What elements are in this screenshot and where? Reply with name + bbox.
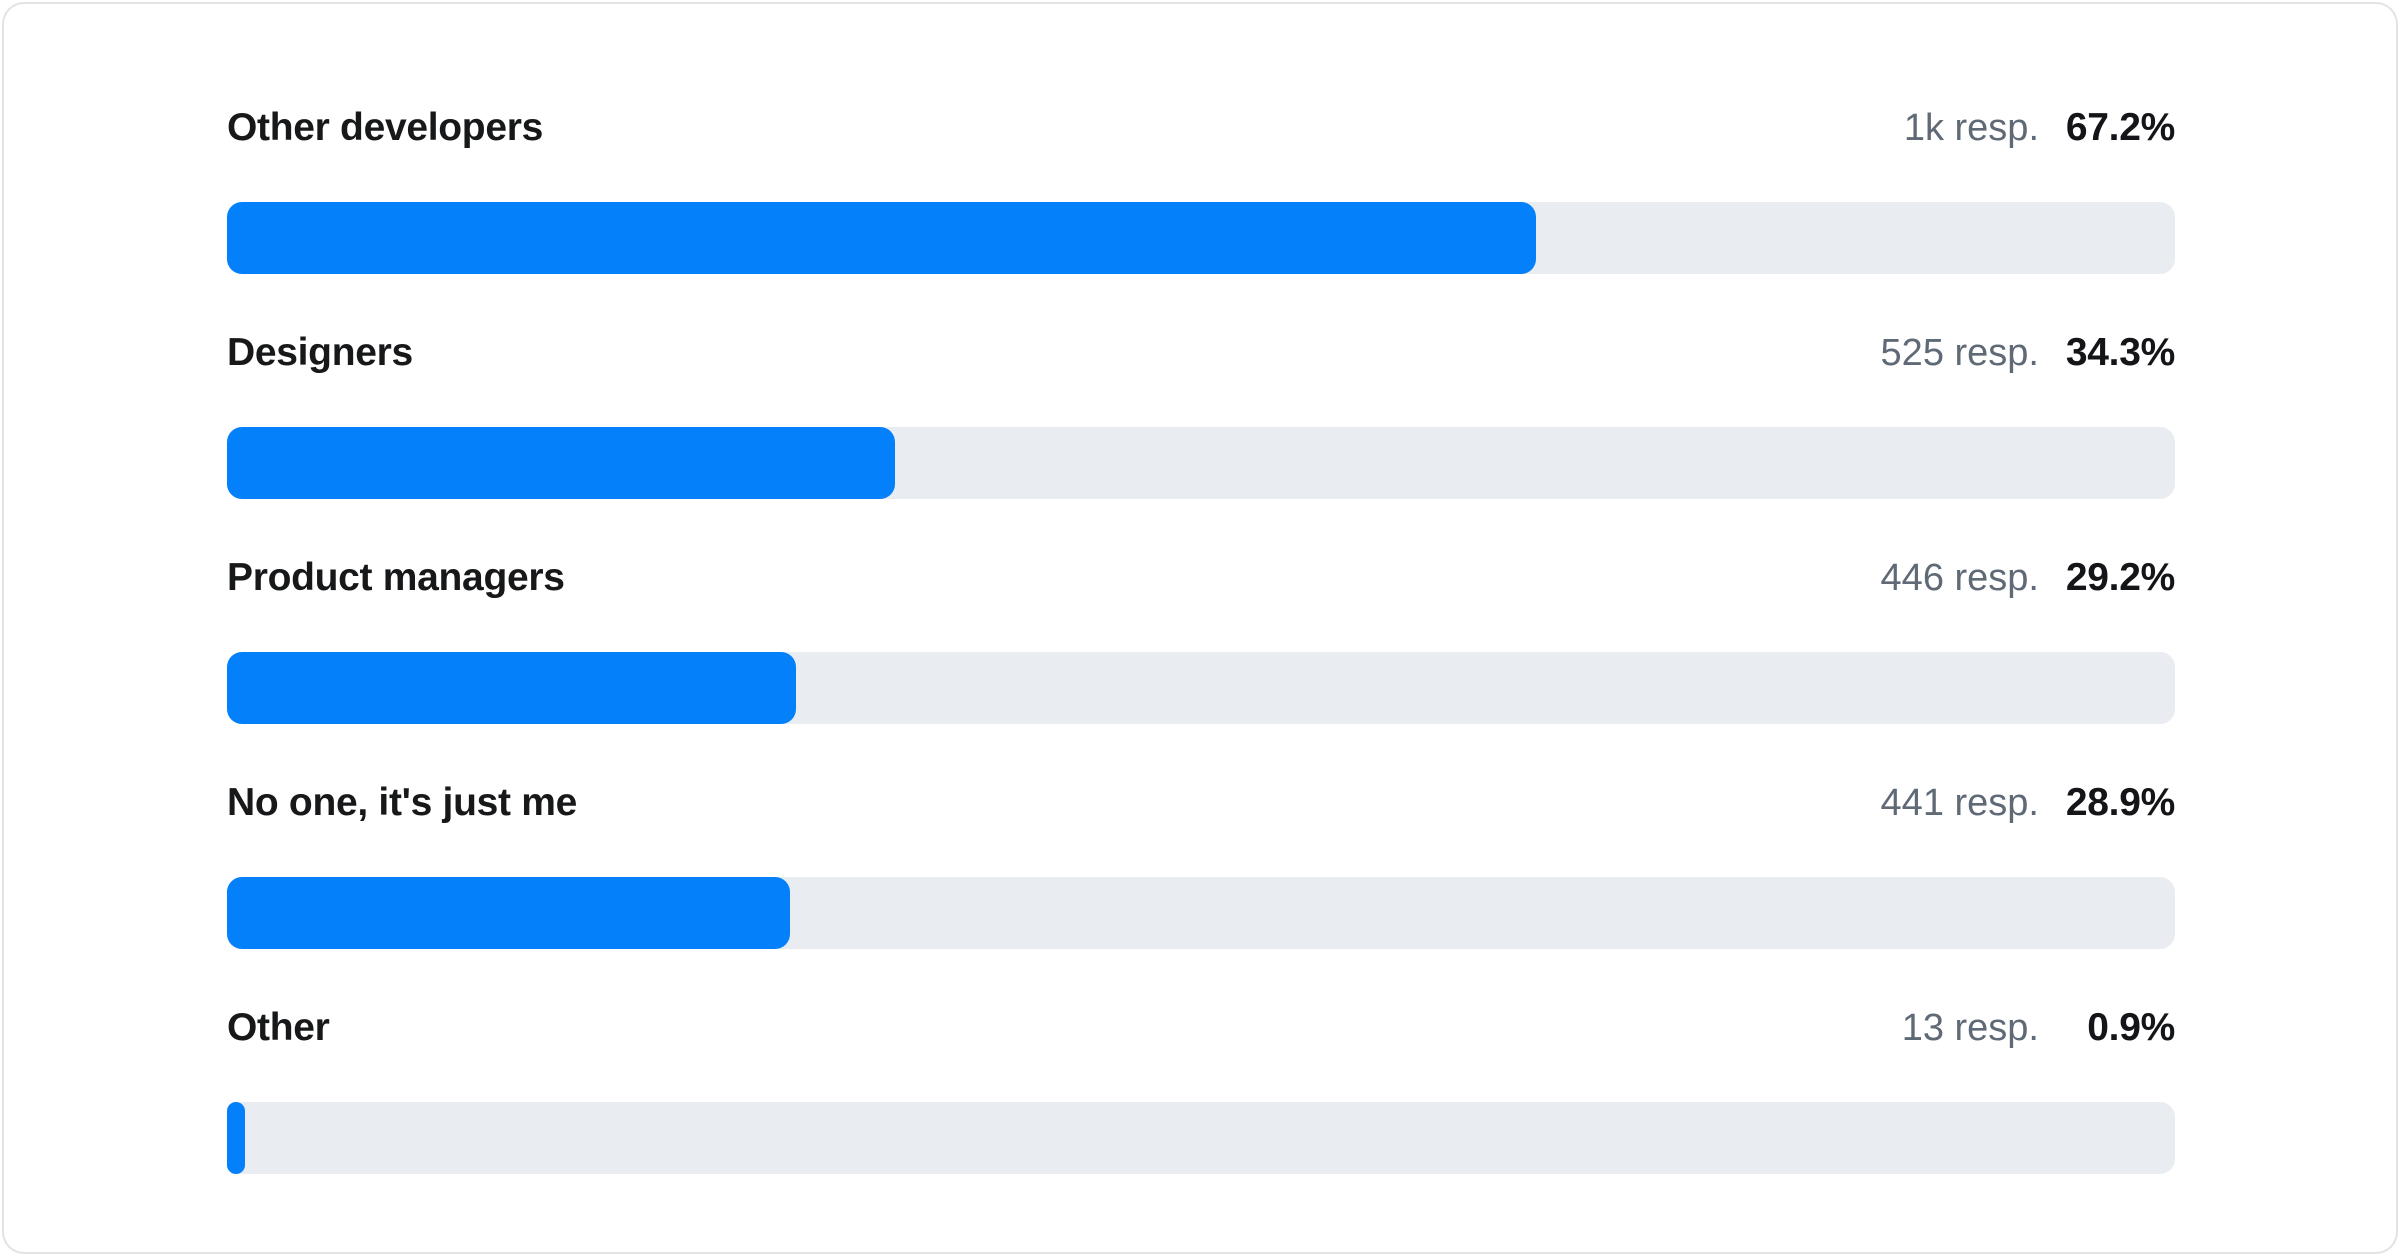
row-values: 446 resp. 29.2% — [1880, 554, 2176, 602]
row-values: 13 resp. 0.9% — [1901, 1004, 2176, 1052]
bar-track — [227, 427, 2175, 499]
response-count: 446 resp. — [1880, 557, 2039, 599]
bar-fill — [227, 202, 1537, 274]
response-count: 1k resp. — [1903, 107, 2039, 149]
row-values: 1k resp. 67.2% — [1904, 104, 2175, 152]
row-header: Product managers 446 resp. 29.2% — [227, 554, 2175, 602]
bar-fill — [227, 1102, 245, 1174]
bar-row: Product managers 446 resp. 29.2% — [227, 554, 2175, 724]
row-header: Other developers 1k resp. 67.2% — [227, 104, 2175, 152]
category-label: No one, it's just me — [227, 781, 577, 824]
bar-track — [227, 877, 2175, 949]
percent-value: 0.9% — [2087, 1006, 2175, 1049]
bar-track — [227, 1102, 2175, 1174]
bar-row: Other developers 1k resp. 67.2% — [227, 104, 2175, 274]
percent-value: 29.2% — [2065, 556, 2175, 599]
percent-value: 67.2% — [2065, 106, 2175, 149]
response-count: 525 resp. — [1880, 332, 2039, 374]
bar-track — [227, 652, 2175, 724]
bar-row: No one, it's just me 441 resp. 28.9% — [227, 779, 2175, 949]
row-values: 441 resp. 28.9% — [1880, 779, 2176, 827]
row-values: 525 resp. 34.3% — [1880, 329, 2176, 377]
bar-fill — [227, 877, 790, 949]
bar-fill — [227, 652, 796, 724]
percent-value: 28.9% — [2065, 781, 2175, 824]
category-label: Product managers — [227, 556, 565, 599]
response-count: 441 resp. — [1880, 782, 2039, 824]
bar-track — [227, 202, 2175, 274]
category-label: Designers — [227, 331, 413, 374]
category-label: Other developers — [227, 106, 543, 149]
category-label: Other — [227, 1006, 330, 1049]
row-header: Designers 525 resp. 34.3% — [227, 329, 2175, 377]
percent-value: 34.3% — [2065, 331, 2175, 374]
bar-row: Other 13 resp. 0.9% — [227, 1004, 2175, 1174]
bar-fill — [227, 427, 896, 499]
row-header: Other 13 resp. 0.9% — [227, 1004, 2175, 1052]
row-header: No one, it's just me 441 resp. 28.9% — [227, 779, 2175, 827]
bar-row: Designers 525 resp. 34.3% — [227, 329, 2175, 499]
response-count: 13 resp. — [1901, 1007, 2039, 1049]
